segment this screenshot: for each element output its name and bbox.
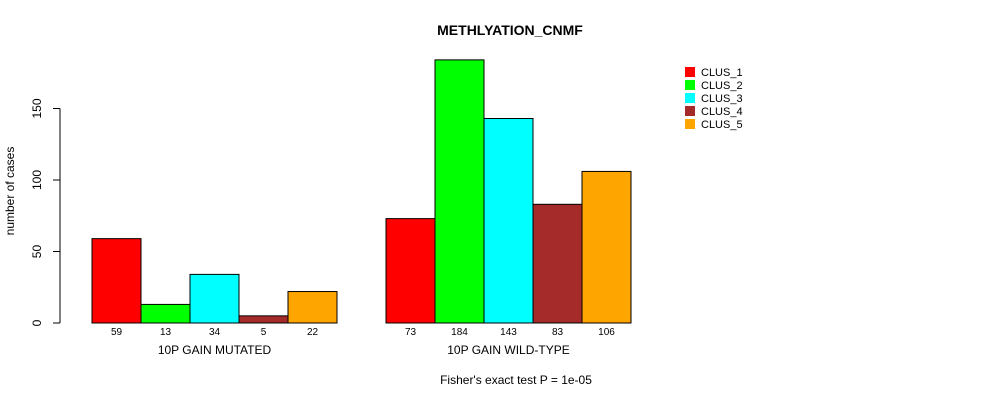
group-label: 10P GAIN MUTATED [158, 343, 272, 357]
legend-label: CLUS_3 [701, 93, 743, 105]
bars [91, 59, 632, 324]
legend-label: CLUS_4 [701, 106, 743, 118]
value-labels: 59 13 34 5 22 73 184 143 83 106 [111, 327, 615, 338]
bar-value-label: 13 [160, 327, 172, 338]
legend-label: CLUS_5 [701, 119, 743, 131]
legend-label: CLUS_2 [701, 80, 743, 92]
bar-value-label: 5 [261, 327, 267, 338]
bar-value-label: 83 [552, 327, 564, 338]
group-label: 10P GAIN WILD-TYPE [447, 343, 569, 357]
bar-value-label: 106 [598, 327, 615, 338]
bar-clus-4-group-2 [532, 203, 583, 324]
legend-swatch [685, 106, 695, 116]
bar-clus-2-group-2 [434, 59, 485, 324]
bar-value-label: 22 [307, 327, 319, 338]
bar-value-label: 143 [500, 327, 517, 338]
bar-value-label: 184 [451, 327, 468, 338]
bar-clus-5-group-1 [287, 291, 338, 324]
legend-label: CLUS_1 [701, 67, 743, 79]
y-axis-label: number of cases [3, 147, 17, 236]
fisher-test-footnote: Fisher's exact test P = 1e-05 [440, 373, 592, 387]
y-tick-label: 100 [30, 170, 44, 190]
bar-clus-2-group-1 [140, 303, 191, 324]
y-tick-label: 50 [30, 245, 44, 259]
chart-title: METHLYATION_CNMF [437, 22, 583, 38]
legend-swatch [685, 119, 695, 129]
legend-swatch [685, 93, 695, 103]
bar-clus-3-group-1 [189, 273, 240, 324]
y-axis: 0 50 100 150 [30, 98, 61, 326]
y-tick-label: 0 [30, 319, 44, 326]
bar-value-label: 73 [405, 327, 417, 338]
bar-clus-3-group-2 [483, 118, 534, 324]
bar-value-label: 34 [209, 327, 221, 338]
y-tick-label: 150 [30, 98, 44, 118]
bar-value-label: 59 [111, 327, 123, 338]
legend-swatch [685, 80, 695, 90]
legend-swatch [685, 67, 695, 77]
bar-clus-1-group-1 [91, 238, 142, 324]
bar-clus-5-group-2 [581, 170, 632, 324]
group-labels: 10P GAIN MUTATED 10P GAIN WILD-TYPE [158, 343, 570, 357]
bar-clus-4-group-1 [238, 315, 289, 324]
bar-clus-1-group-2 [385, 218, 436, 324]
